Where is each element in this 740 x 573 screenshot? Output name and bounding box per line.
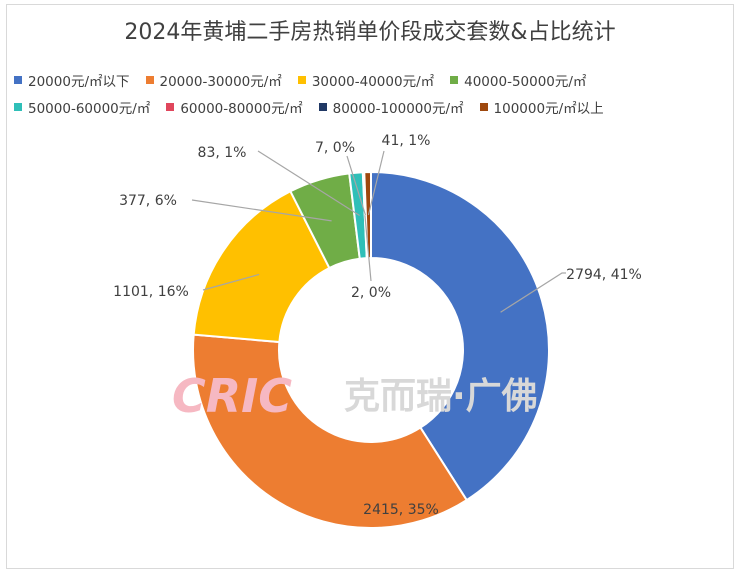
legend-swatch [14,75,22,84]
legend-swatch [14,102,22,111]
legend-row-2: 50000-60000元/㎡ 60000-80000元/㎡ 80000-1000… [14,93,730,120]
legend: 20000元/㎡以下 20000-30000元/㎡ 30000-40000元/㎡… [14,66,730,120]
donut-slice [192,333,469,529]
data-label: 7, 0% [315,140,355,156]
legend-swatch [479,102,488,111]
legend-swatch [145,75,154,84]
legend-item: 30000-40000元/㎡ [297,70,435,90]
chart-frame [6,4,734,569]
legend-item: 50000-60000元/㎡ [14,97,150,117]
legend-swatch [166,102,175,111]
legend-label: 20000-30000元/㎡ [159,73,282,90]
legend-label: 60000-80000元/㎡ [180,100,303,117]
data-label: 41, 1% [382,133,431,149]
donut-slices [192,170,550,529]
leader-line [367,150,385,216]
legend-label: 40000-50000元/㎡ [464,73,587,90]
leader-line [257,150,360,216]
donut-slice [370,170,550,502]
donut-slice [363,170,372,260]
legend-label: 20000元/㎡以下 [28,73,130,90]
watermark: CRIC 克而瑞·广佛 [172,369,538,423]
data-label: 2794, 41% [566,267,642,283]
data-labels: 2794, 41% 2415, 35% 1101, 16% 377, 6% 83, 1%… [113,133,642,518]
data-label: 377, 6% [119,193,177,209]
legend-label: 100000元/㎡以上 [493,100,604,117]
legend-label: 30000-40000元/㎡ [311,73,435,90]
legend-item: 20000-30000元/㎡ [145,70,282,90]
data-label: 2415, 35% [363,502,439,518]
legend-swatch [297,75,306,84]
legend-label: 80000-100000元/㎡ [332,100,464,117]
leader-line [191,199,332,222]
chart-title: 2024年黄埔二手房热销单价段成交套数&占比统计 [124,20,616,45]
data-label: 1101, 16% [113,284,189,300]
label-leader-lines [191,150,566,313]
watermark-logo: CRIC [172,369,292,423]
watermark-text: 克而瑞·广佛 [344,376,538,417]
leader-line [500,272,566,313]
data-label: 2, 0% [351,285,391,301]
leader-line [364,215,372,282]
legend-swatch [450,75,459,84]
leader-line [346,155,367,216]
data-label: 83, 1% [198,145,247,161]
legend-swatch [318,102,327,111]
legend-item: 100000元/㎡以上 [479,97,604,117]
legend-item: 20000元/㎡以下 [14,70,130,90]
legend-row-1: 20000元/㎡以下 20000-30000元/㎡ 30000-40000元/㎡… [14,66,730,93]
legend-item: 40000-50000元/㎡ [450,70,586,90]
legend-item: 60000-80000元/㎡ [166,97,303,117]
legend-label: 50000-60000元/㎡ [28,100,151,117]
donut-slice [192,189,331,344]
leader-line [202,273,260,291]
legend-item: 80000-100000元/㎡ [318,97,464,117]
